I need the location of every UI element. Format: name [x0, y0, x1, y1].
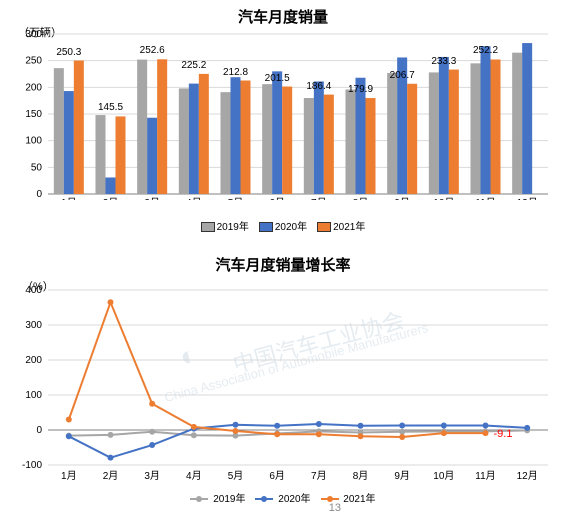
svg-text:9月: 9月: [394, 197, 410, 200]
svg-text:100: 100: [25, 136, 42, 147]
svg-text:8月: 8月: [353, 197, 369, 200]
svg-text:11月: 11月: [475, 197, 495, 200]
svg-text:-9.1: -9.1: [494, 428, 513, 440]
legend-item-2019: 2019年: [201, 218, 249, 233]
svg-text:200: 200: [25, 355, 42, 366]
bar-value-label: 250.3: [56, 47, 81, 58]
svg-text:1月: 1月: [61, 470, 77, 482]
svg-text:300: 300: [25, 29, 42, 40]
svg-text:300: 300: [25, 320, 42, 331]
svg-text:9月: 9月: [394, 470, 410, 482]
bar-legend: 2019年 2020年 2021年: [0, 218, 566, 233]
legend-item-2021: 2021年: [317, 218, 365, 233]
line-chart: 汽车月度销量增长率 （%） ◐ 中国汽车工业协会 China Associati…: [0, 250, 566, 520]
svg-text:7月: 7月: [311, 197, 327, 200]
svg-text:6月: 6月: [269, 470, 285, 482]
bar-chart: 汽车月度销量 （万辆） 0501001502002503001月2月3月4月5月…: [0, 0, 566, 250]
page-number: 13: [329, 502, 341, 514]
svg-text:4月: 4月: [186, 197, 202, 200]
svg-text:5月: 5月: [228, 470, 244, 482]
svg-text:7月: 7月: [311, 470, 327, 482]
svg-text:200: 200: [25, 82, 42, 93]
bar-value-label: 233.3: [431, 56, 456, 67]
svg-text:2月: 2月: [103, 197, 119, 200]
svg-text:2月: 2月: [103, 470, 119, 482]
svg-text:11月: 11月: [475, 470, 495, 482]
svg-text:12月: 12月: [517, 197, 538, 200]
bar-value-label: 225.2: [181, 60, 206, 71]
bar-value-label: 252.6: [140, 45, 165, 56]
svg-text:-100: -100: [22, 460, 42, 471]
bar-value-label: 179.9: [348, 84, 373, 95]
svg-text:4月: 4月: [186, 470, 202, 482]
svg-text:10月: 10月: [433, 470, 454, 482]
line-legend: 2019年 2020年 2021年: [0, 490, 566, 505]
legend-item-2020: 2020年: [255, 490, 310, 505]
svg-text:0: 0: [36, 425, 42, 436]
svg-text:50: 50: [31, 162, 43, 173]
svg-text:100: 100: [25, 390, 42, 401]
svg-text:250: 250: [25, 56, 42, 67]
svg-text:10月: 10月: [433, 197, 454, 200]
svg-text:3月: 3月: [144, 470, 160, 482]
svg-text:12月: 12月: [517, 470, 538, 482]
svg-text:5月: 5月: [228, 197, 244, 200]
bar-value-label: 206.7: [390, 70, 415, 81]
bar-value-label: 201.5: [265, 73, 290, 84]
bar-value-label: 212.8: [223, 67, 248, 78]
svg-text:150: 150: [25, 109, 42, 120]
svg-text:400: 400: [25, 285, 42, 296]
svg-text:1月: 1月: [61, 197, 77, 200]
svg-text:3月: 3月: [144, 197, 160, 200]
legend-item-2020: 2020年: [259, 218, 307, 233]
legend-item-2019: 2019年: [190, 490, 245, 505]
bar-value-label: 252.2: [473, 45, 498, 56]
bar-value-label: 186.4: [306, 81, 331, 92]
bar-chart-svg: 0 50 100 150 200 250 300 1月 2月 3月 4月 5月 6月 7月 8月 9月 10月 1…: [0, 0, 566, 200]
svg-text:8月: 8月: [353, 470, 369, 482]
svg-text:6月: 6月: [269, 197, 285, 200]
svg-text:0: 0: [36, 189, 42, 200]
line-chart-svg: -100 0 100 200 300 400 1月 2月 3月 4月 5月 6月 7月 8月 9月 10月 11…: [0, 272, 566, 482]
bar-value-label: 145.5: [98, 102, 123, 113]
